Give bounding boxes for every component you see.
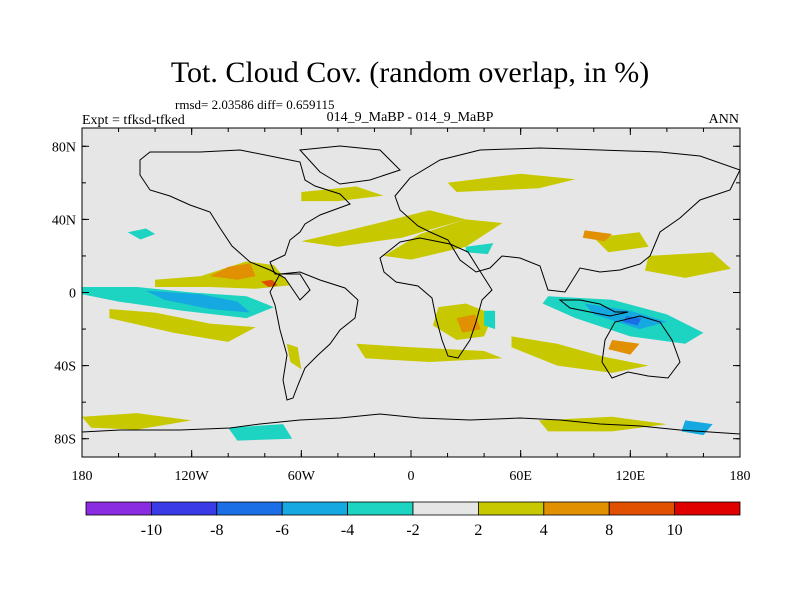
colorbar-swatch: [608, 501, 676, 516]
region-antarctic-neg-1: [228, 424, 293, 441]
region-south-pacific-pos: [109, 309, 256, 342]
colorbar-swatch: [412, 501, 479, 516]
australia-outline: [601, 315, 681, 379]
region-w-pacific-neg-core: [584, 303, 667, 330]
region-mideast-neg: [465, 243, 494, 255]
greenland-outline: [298, 145, 401, 185]
y-tick-label: 0: [69, 287, 76, 302]
colorbar: -10 -8 -6 -4 -2 2 4 8 10: [85, 501, 741, 539]
antarctica-outline: [82, 413, 740, 435]
indonesia-outline: [558, 299, 629, 317]
region-indian-ocean-pos: [511, 336, 649, 373]
region-n-atlantic-pos: [301, 210, 466, 247]
y-tick-label: 40S: [54, 360, 76, 375]
case-label: 014_9_MaBP - 014_9_MaBP: [327, 110, 494, 125]
x-tick-label: 60W: [288, 469, 316, 484]
colorbar-label: -2: [406, 522, 419, 539]
region-w-pacific-pos-north: [645, 252, 731, 278]
colorbar-swatch: [477, 501, 545, 516]
y-axis: 80N 40N 0 40S 80S: [52, 140, 740, 448]
colorbar-label: -6: [276, 522, 289, 539]
colorbar-swatch: [150, 501, 218, 516]
region-pacific-neg-core: [146, 290, 251, 313]
y-tick-label: 40N: [52, 213, 76, 228]
x-axis: 180 120W 60W 0 60E 120E 180: [72, 128, 751, 484]
south-america-outline: [269, 271, 359, 401]
x-tick-label: 180: [72, 469, 93, 484]
colorbar-swatch: [543, 501, 610, 516]
y-tick-label: 80S: [54, 433, 76, 448]
region-africa-neg: [484, 310, 496, 330]
eurasia-outline: [394, 147, 740, 293]
colorbar-label: 8: [605, 522, 613, 539]
colorbar-swatch: [674, 501, 741, 516]
colorbar-swatch: [216, 501, 283, 516]
colorbar-label: 4: [540, 522, 548, 539]
colorbar-swatch: [347, 501, 414, 516]
region-antarctic-pos-1: [82, 413, 192, 430]
stats-label: rmsd= 2.03586 diff= 0.659115: [175, 97, 334, 112]
region-argentina-pos: [286, 343, 302, 370]
region-nw-pacific-pos-strong: [582, 230, 613, 242]
region-arctic-pos: [301, 186, 384, 202]
colorbar-label: -8: [210, 522, 223, 539]
chart-title: Tot. Cloud Cov. (random overlap, in %): [171, 56, 649, 89]
x-tick-label: 120E: [616, 469, 646, 484]
region-asia-pos-north: [447, 173, 576, 192]
coastlines: [82, 145, 740, 435]
region-africa-pos-strong: [456, 314, 481, 333]
season-label: ANN: [709, 112, 739, 127]
africa-outline: [379, 237, 493, 359]
colorbar-swatch: [281, 501, 349, 516]
colorbar-label: -10: [141, 522, 162, 539]
north-america-outline: [139, 149, 351, 301]
colorbar-label: -4: [341, 522, 354, 539]
colorbar-label: 10: [667, 522, 683, 539]
experiment-label: Expt = tfksd-tfked: [82, 113, 185, 128]
region-n-africa-pos: [383, 219, 503, 260]
x-tick-label: 180: [730, 469, 751, 484]
x-tick-label: 60E: [509, 469, 532, 484]
x-tick-label: 120W: [175, 469, 210, 484]
region-n-pacific-neg: [127, 228, 156, 240]
region-australia-pos-strong: [608, 340, 640, 355]
colorbar-swatch: [85, 501, 152, 516]
region-s-atlantic-pos: [356, 343, 503, 362]
region-pacific-pos-strong: [209, 263, 256, 280]
colorbar-label: 2: [474, 522, 482, 539]
y-tick-label: 80N: [52, 140, 76, 155]
x-tick-label: 0: [408, 469, 415, 484]
